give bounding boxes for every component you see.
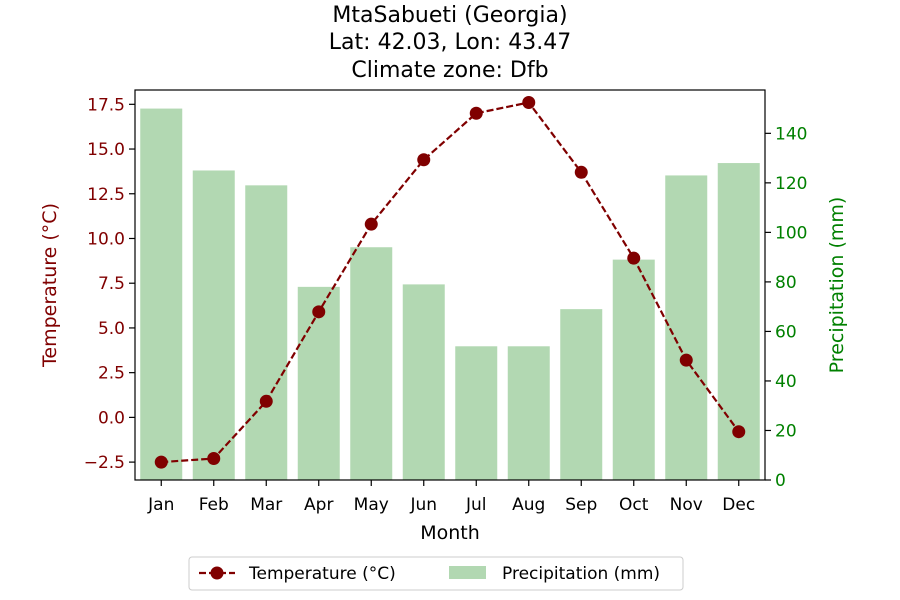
legend-precipitation-swatch bbox=[449, 566, 486, 579]
month-tick-label: Aug bbox=[512, 495, 545, 515]
month-tick-label: Sep bbox=[565, 495, 597, 515]
title-line-2: Lat: 42.03, Lon: 43.47 bbox=[329, 30, 571, 55]
precip-bar-jun bbox=[402, 284, 445, 480]
temperature-axis: −2.5 0.0 2.5 5.0 7.5 10.0 12.5 15.0 17.5 bbox=[84, 95, 135, 473]
temp-tick-label: 7.5 bbox=[98, 274, 125, 294]
month-tick-label: Jun bbox=[409, 495, 437, 515]
month-tick-label: Apr bbox=[304, 495, 333, 515]
precip-bar-mar bbox=[245, 185, 288, 481]
temp-point-mar bbox=[259, 394, 273, 408]
legend-temperature-marker bbox=[210, 566, 224, 580]
temp-tick-label: 0.0 bbox=[98, 408, 125, 428]
precip-tick-label: 80 bbox=[775, 273, 797, 293]
precip-bar-jan bbox=[140, 108, 183, 481]
title-line-1: MtaSabueti (Georgia) bbox=[332, 3, 567, 28]
temp-tick-label: −2.5 bbox=[84, 453, 125, 473]
legend-box bbox=[188, 556, 684, 591]
temp-tick-label: 5.0 bbox=[98, 319, 125, 339]
temp-point-dec bbox=[732, 425, 746, 439]
temp-point-sep bbox=[574, 165, 588, 179]
temp-tick-label: 17.5 bbox=[87, 95, 125, 115]
temp-tick-label: 2.5 bbox=[98, 364, 125, 384]
month-tick-label: Dec bbox=[722, 495, 755, 515]
month-tick-label: Mar bbox=[250, 495, 282, 515]
temp-point-jan bbox=[154, 455, 168, 469]
month-tick-label: Nov bbox=[670, 495, 703, 515]
temp-point-nov bbox=[679, 353, 693, 367]
precip-tick-label: 100 bbox=[775, 223, 807, 243]
precip-bar-apr bbox=[297, 286, 340, 480]
plot-frame bbox=[134, 89, 766, 481]
temp-tick-label: 15.0 bbox=[87, 140, 125, 160]
month-tick-label: Jul bbox=[465, 495, 487, 515]
temp-point-aug bbox=[522, 96, 536, 110]
temp-point-feb bbox=[207, 452, 221, 466]
month-tick-label: May bbox=[354, 495, 389, 515]
title-line-3: Climate zone: Dfb bbox=[351, 58, 548, 83]
left-axis-label: Temperature (°C) bbox=[39, 203, 61, 368]
temp-point-may bbox=[364, 217, 378, 231]
right-axis-label: Precipitation (mm) bbox=[826, 197, 848, 374]
legend: Temperature (°C) Precipitation (mm) bbox=[188, 556, 684, 591]
precip-bar-aug bbox=[507, 346, 550, 480]
precip-tick-label: 140 bbox=[775, 124, 807, 144]
temp-tick-label: 12.5 bbox=[87, 185, 125, 205]
precip-bar-feb bbox=[192, 170, 235, 480]
legend-temperature-label: Temperature (°C) bbox=[248, 564, 396, 584]
chart-title: MtaSabueti (Georgia) Lat: 42.03, Lon: 43… bbox=[329, 3, 571, 83]
temp-point-jul bbox=[469, 106, 483, 120]
month-tick-label: Oct bbox=[619, 495, 649, 515]
precip-bar-oct bbox=[612, 259, 655, 480]
temp-point-jun bbox=[417, 153, 431, 167]
legend-precipitation-label: Precipitation (mm) bbox=[502, 564, 660, 584]
temp-point-apr bbox=[312, 305, 326, 319]
temperature-series bbox=[154, 96, 746, 469]
temperature-line bbox=[161, 101, 740, 464]
precipitation-bars bbox=[140, 108, 760, 481]
precip-tick-label: 60 bbox=[775, 322, 797, 342]
precipitation-axis: 0 20 40 60 80 100 120 140 bbox=[765, 124, 807, 491]
precip-bar-jul bbox=[455, 346, 498, 480]
month-tick-label: Feb bbox=[199, 495, 229, 515]
month-tick-label: Jan bbox=[147, 495, 174, 515]
precip-tick-label: 20 bbox=[775, 421, 797, 441]
precip-tick-label: 120 bbox=[775, 174, 807, 194]
precip-bar-sep bbox=[560, 309, 603, 480]
precip-tick-label: 40 bbox=[775, 372, 797, 392]
x-axis-label: Month bbox=[420, 522, 480, 544]
precip-tick-label: 0 bbox=[775, 471, 786, 491]
month-axis: Jan Feb Mar Apr May Jun Jul Aug Sep Oct Nov Dec bbox=[147, 480, 755, 515]
temp-point-oct bbox=[627, 251, 641, 265]
precip-bar-nov bbox=[665, 175, 708, 480]
precip-bar-may bbox=[350, 247, 393, 480]
temp-tick-label: 10.0 bbox=[87, 229, 125, 249]
